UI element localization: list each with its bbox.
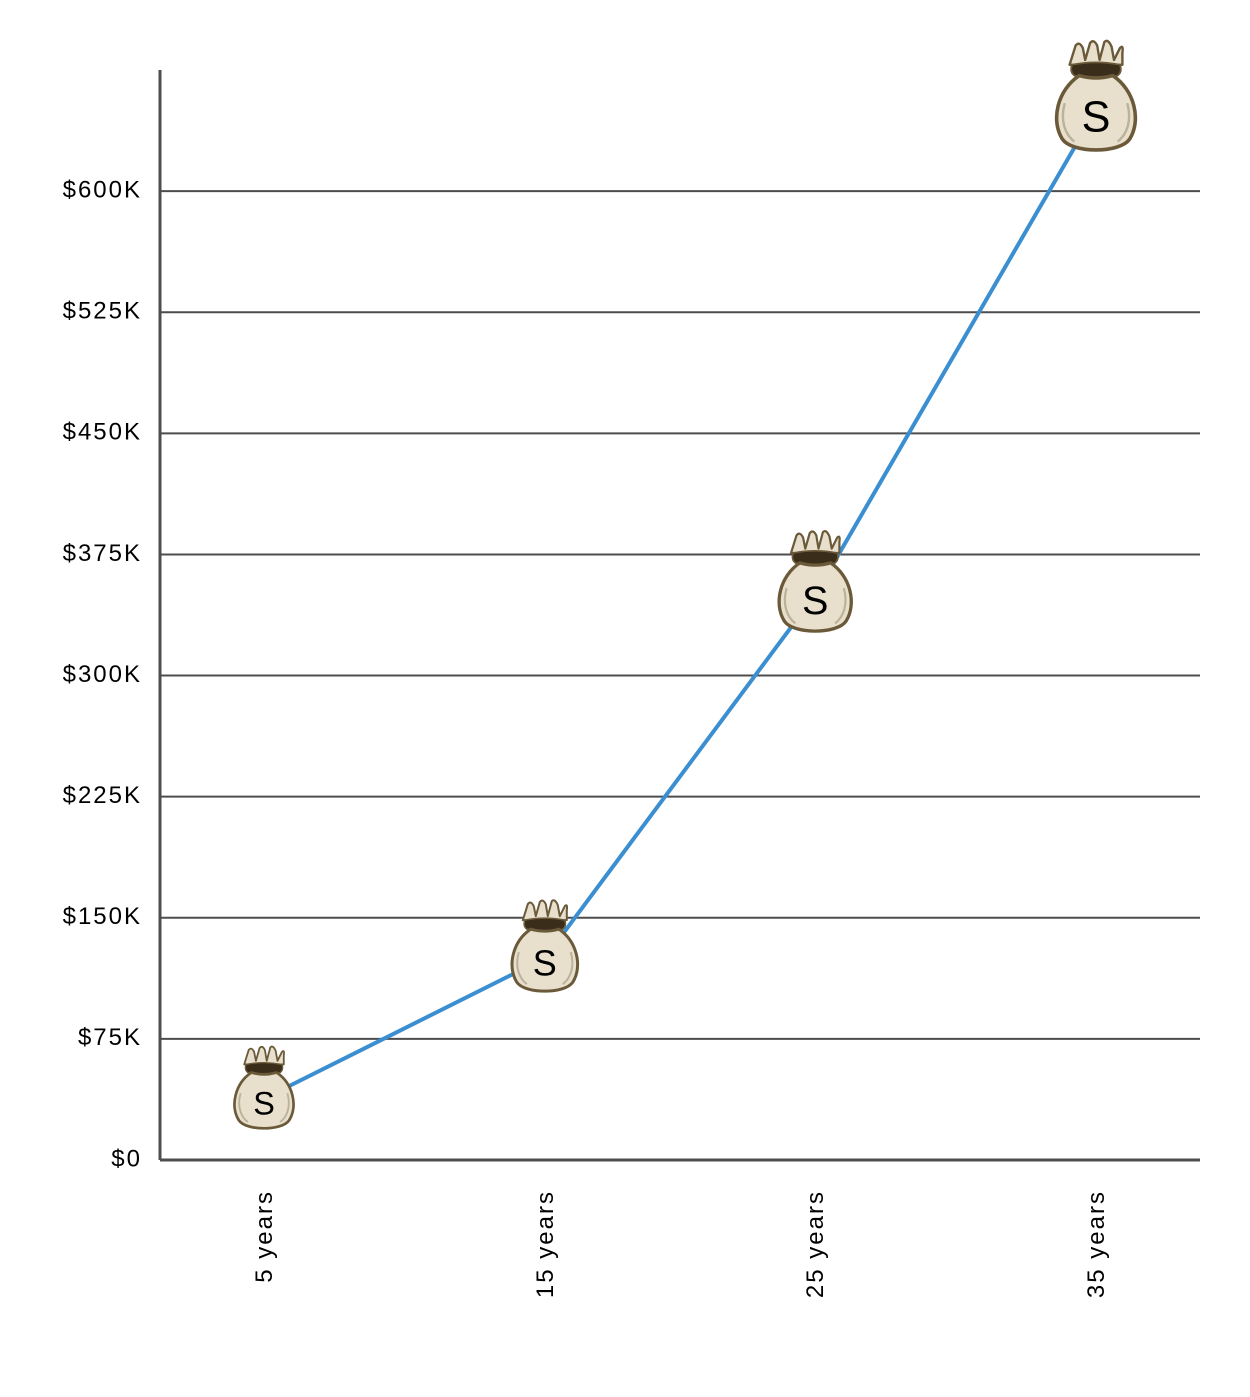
y-tick-label: $150K [63, 903, 142, 930]
y-tick-label: $0 [111, 1145, 142, 1172]
x-tick-label: 5 years [251, 1190, 278, 1283]
money-bag-icon [1057, 41, 1136, 150]
y-tick-label: $600K [63, 176, 142, 203]
y-tick-label: $525K [63, 298, 142, 325]
x-tick-label: 35 years [1083, 1190, 1110, 1298]
y-tick-label: $75K [78, 1024, 142, 1051]
data-line [264, 110, 1096, 1098]
money-bag-icon [779, 531, 851, 631]
x-tick-label: 15 years [532, 1190, 559, 1298]
savings-line-chart: S$0$75K$150K$225K$300K$375K$450K$525K$60… [0, 0, 1250, 1397]
money-bag-icon [512, 900, 578, 991]
y-tick-label: $300K [63, 661, 142, 688]
money-bag-icon [234, 1047, 293, 1129]
y-tick-label: $375K [63, 540, 142, 567]
y-tick-label: $450K [63, 419, 142, 446]
y-tick-label: $225K [63, 782, 142, 809]
x-tick-label: 25 years [802, 1190, 829, 1298]
